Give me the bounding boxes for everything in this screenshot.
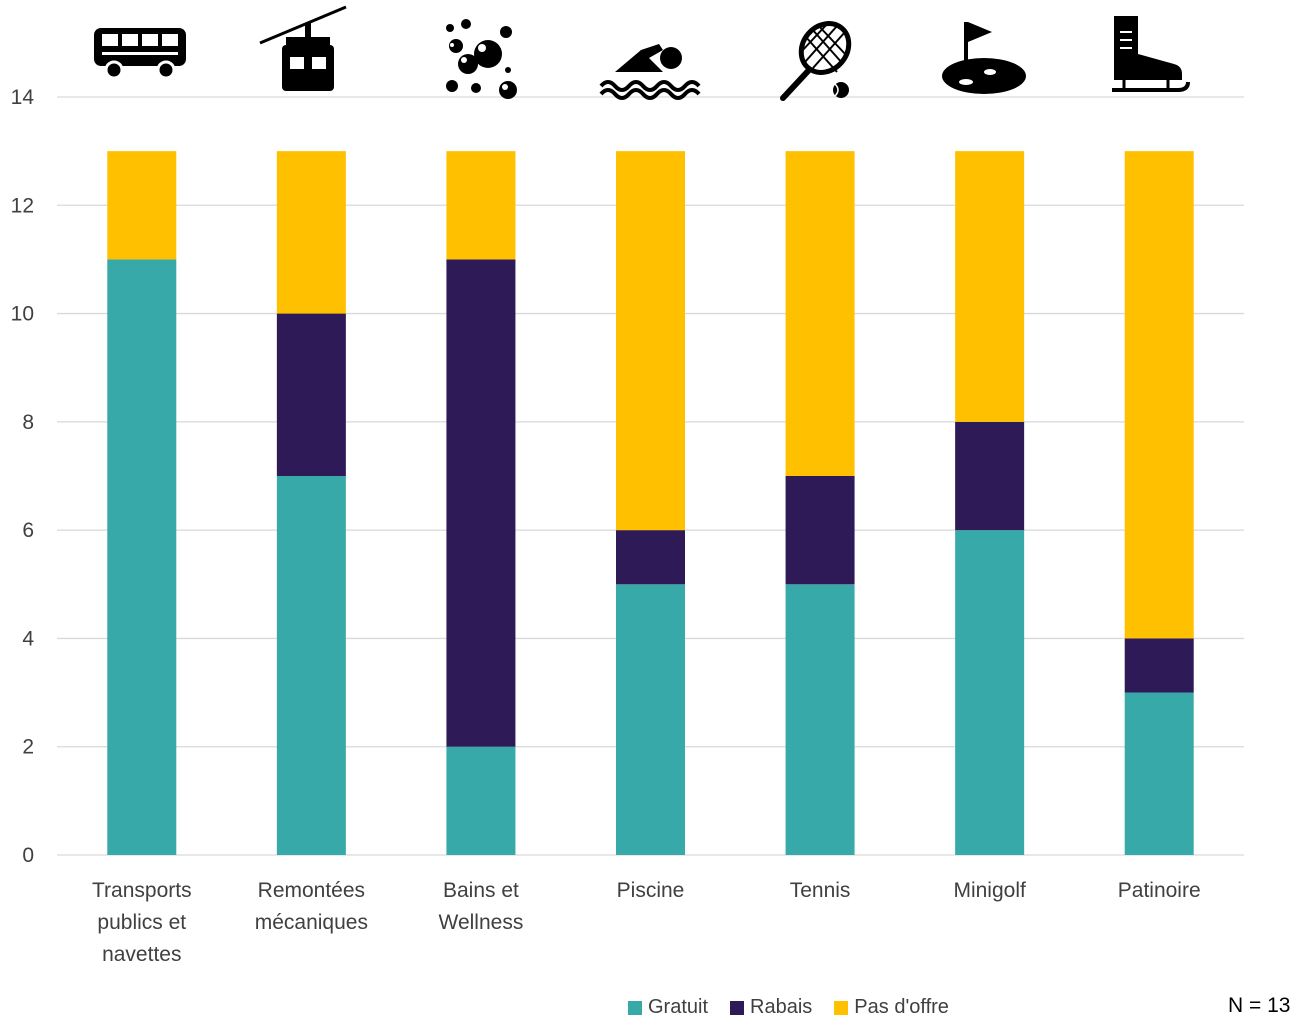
bar-segment-rabais xyxy=(785,476,855,585)
bar-segment-gratuit xyxy=(276,476,346,855)
x-tick-label: Transports publics et navettes xyxy=(92,879,192,966)
legend-swatch-gratuit xyxy=(628,1000,642,1015)
y-tick-label: 10 xyxy=(11,303,34,326)
legend-label-rabais: Rabais xyxy=(750,996,813,1018)
x-tick-label: Remontées mécaniques xyxy=(255,879,368,934)
x-tick-label: Patinoire xyxy=(1118,879,1201,902)
legend-item-rabais: Rabais xyxy=(730,996,812,1019)
bus-icon xyxy=(94,28,186,80)
legend-label-pas-d-offre: Pas d'offre xyxy=(854,996,949,1018)
ice-skate-icon xyxy=(1112,16,1190,92)
bar-segment-pas-d-offre xyxy=(1124,151,1194,639)
bar-segment-gratuit xyxy=(616,584,685,855)
bar-segment-rabais xyxy=(1124,638,1194,693)
bar-segment-pas-d-offre xyxy=(107,151,177,260)
stacked-bar-chart: 0 2 4 6 8 10 12 14 Transports publics et navettes… xyxy=(11,5,1244,966)
x-tick-label: Minigolf xyxy=(953,879,1026,902)
category-icons xyxy=(94,5,1190,101)
y-tick-label: 14 xyxy=(11,86,35,109)
bar-segment-rabais xyxy=(955,421,1025,531)
y-tick-label: 2 xyxy=(22,736,34,759)
x-tick-label: Bains et Wellness xyxy=(439,879,524,934)
y-axis-ticks: 0 2 4 6 8 10 12 14 xyxy=(11,86,35,867)
sample-size-note: N = 13 xyxy=(1228,994,1291,1017)
y-tick-label: 12 xyxy=(11,194,34,217)
legend-swatch-rabais xyxy=(730,1000,745,1015)
x-axis-labels: Transports publics et navettes Remontées méc… xyxy=(92,879,1201,966)
bar-segment-rabais xyxy=(446,259,516,747)
bar-segment-pas-d-offre xyxy=(276,151,346,314)
bar-segment-gratuit xyxy=(955,530,1025,855)
legend-item-gratuit: Gratuit xyxy=(628,996,708,1019)
x-tick-label: Piscine xyxy=(617,879,685,902)
bar-segment-gratuit xyxy=(107,259,177,855)
bar-segment-gratuit xyxy=(1124,692,1194,855)
y-tick-label: 0 xyxy=(22,844,34,867)
bar-segment-pas-d-offre xyxy=(446,151,516,260)
bubbles-icon xyxy=(446,19,517,99)
y-tick-label: 8 xyxy=(22,411,34,434)
bar-segment-gratuit xyxy=(446,746,516,855)
swimmer-icon xyxy=(599,44,701,100)
legend-item-pas-d-offre: Pas d'offre xyxy=(834,996,949,1019)
minigolf-icon xyxy=(942,22,1026,94)
bar-segment-pas-d-offre xyxy=(955,151,1025,422)
bar-segment-pas-d-offre xyxy=(616,151,685,531)
bar-segment-rabais xyxy=(616,530,685,585)
bar-segment-rabais xyxy=(276,313,346,476)
bar-segment-pas-d-offre xyxy=(785,151,855,476)
legend: Gratuit Rabais Pas d'offre xyxy=(628,996,949,1019)
legend-swatch-pas-d-offre xyxy=(834,1000,849,1015)
tennis-icon xyxy=(780,21,852,101)
bars xyxy=(107,151,1194,855)
legend-label-gratuit: Gratuit xyxy=(648,996,709,1018)
y-tick-label: 4 xyxy=(22,627,34,650)
bar-segment-gratuit xyxy=(785,584,855,855)
y-tick-label: 6 xyxy=(22,519,34,542)
x-tick-label: Tennis xyxy=(790,879,851,902)
cable-car-icon xyxy=(259,5,347,91)
